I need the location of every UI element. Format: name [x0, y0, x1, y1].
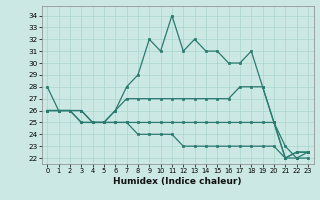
- X-axis label: Humidex (Indice chaleur): Humidex (Indice chaleur): [113, 177, 242, 186]
